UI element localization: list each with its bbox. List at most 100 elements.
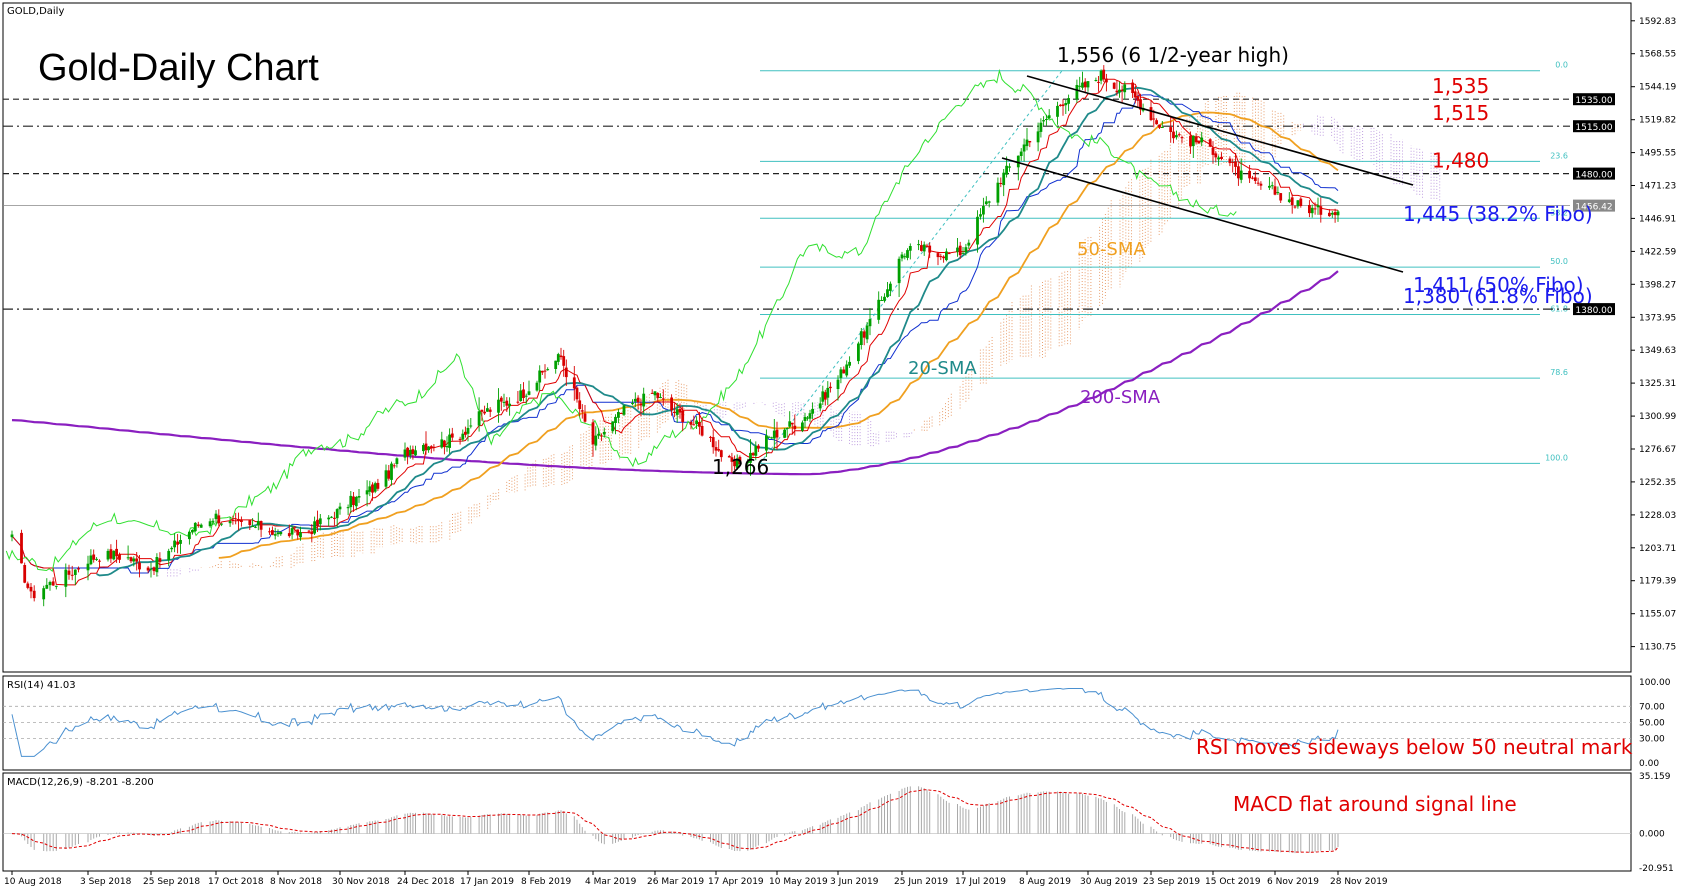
candle-body <box>945 251 948 261</box>
candle-body <box>443 440 446 447</box>
candle-body <box>961 253 965 255</box>
candle-body <box>231 519 235 522</box>
candle-body <box>661 398 665 400</box>
candle-body <box>1169 127 1173 132</box>
candle-body <box>1097 81 1100 83</box>
candle-body <box>808 413 812 419</box>
price-tick-label: 1471.23 <box>1639 182 1676 192</box>
candle-body <box>922 244 926 252</box>
level-price-tag-bg <box>1573 167 1615 180</box>
candle-body <box>395 458 399 464</box>
candle-body <box>1115 90 1119 93</box>
candle-body <box>1208 139 1212 147</box>
candle-body <box>783 429 786 438</box>
candle-body <box>368 486 372 492</box>
date-tick-label: 3 Jun 2019 <box>830 877 879 887</box>
candle-body <box>352 496 355 505</box>
candle-body <box>1336 211 1340 216</box>
candle-body <box>631 403 634 405</box>
candle-body <box>877 299 881 320</box>
candle-body <box>583 413 587 422</box>
candle-body <box>556 354 560 362</box>
candle-body <box>903 256 907 258</box>
price-tick-label: 1446.91 <box>1639 214 1676 224</box>
candle-body <box>279 532 283 535</box>
candle-body <box>1328 212 1331 217</box>
candle-body <box>678 409 682 413</box>
candle-body <box>448 434 451 448</box>
candle-body <box>1191 135 1195 147</box>
candle-body <box>1180 137 1184 139</box>
candle-body <box>1175 135 1178 138</box>
price-tick-label: 1568.55 <box>1639 50 1676 60</box>
candle-body <box>1061 104 1065 107</box>
rsi-pane-frame <box>2 675 1632 771</box>
date-tick-label: 23 Sep 2019 <box>1143 877 1200 887</box>
candle-body <box>538 370 542 383</box>
label-sma20: 20-SMA <box>908 358 977 379</box>
candle-body <box>516 401 520 403</box>
macd-pane: 35.159 0.000 -20.951 <box>3 772 1674 874</box>
candle-body <box>602 431 606 435</box>
level-price-tag-bg <box>1573 303 1615 316</box>
candle-body <box>917 244 920 246</box>
candle-body <box>450 433 454 438</box>
candle-body <box>572 377 576 389</box>
candle-body <box>614 416 617 423</box>
candle-body <box>248 520 252 525</box>
candle-body <box>546 369 550 371</box>
candle-body <box>335 509 339 519</box>
macd-tick-label: 35.159 <box>1639 772 1671 782</box>
candle-body <box>1319 206 1323 215</box>
candle-body <box>228 521 232 524</box>
candle-body <box>772 430 776 439</box>
candle-body <box>947 253 951 255</box>
candle-body <box>823 392 827 400</box>
candle-body <box>458 438 462 440</box>
candle-body <box>1102 69 1106 80</box>
candle-body <box>1231 161 1235 163</box>
candle-body <box>670 397 673 411</box>
candle-body <box>540 370 544 373</box>
candle-body <box>1045 119 1048 120</box>
candle-body <box>543 370 547 372</box>
candle-body <box>109 549 113 559</box>
price-pane-frame <box>2 2 1632 673</box>
candle-body <box>70 574 74 576</box>
candle-body <box>1155 120 1158 125</box>
candle-body <box>1022 144 1026 152</box>
candle-body <box>754 446 758 456</box>
candle-body <box>883 296 886 301</box>
candle-body <box>788 421 792 427</box>
candle-body <box>1330 212 1334 215</box>
candle-body <box>1268 185 1271 188</box>
candle-body <box>859 331 863 345</box>
candle-body <box>818 403 822 409</box>
candle-body <box>427 446 430 451</box>
price-tick-label: 1325.31 <box>1639 379 1676 389</box>
candle-body <box>217 515 221 524</box>
candle-body <box>714 447 718 451</box>
rsi-tick-label: 0.00 <box>1639 759 1659 769</box>
rsi-tick-label: 30.00 <box>1639 735 1665 745</box>
candle-body <box>928 245 932 253</box>
candle-body <box>199 524 203 528</box>
candle-body <box>659 397 662 398</box>
candle-body <box>757 445 760 449</box>
candle-body <box>112 550 116 560</box>
candle-body <box>1118 89 1121 93</box>
candle-body <box>333 517 336 519</box>
candle-body <box>600 435 603 437</box>
price-tick-label: 1592.83 <box>1639 17 1676 27</box>
candle-body <box>20 532 23 564</box>
candle-body <box>77 568 80 570</box>
candle-body <box>1333 212 1337 216</box>
candle-body <box>330 516 333 518</box>
candle-body <box>1313 208 1317 210</box>
candle-body <box>1056 105 1059 117</box>
candle-body <box>1036 131 1040 143</box>
candle-body <box>996 182 1000 203</box>
candle-body <box>1131 82 1134 93</box>
candle-body <box>964 247 968 253</box>
candle-body <box>26 583 30 588</box>
